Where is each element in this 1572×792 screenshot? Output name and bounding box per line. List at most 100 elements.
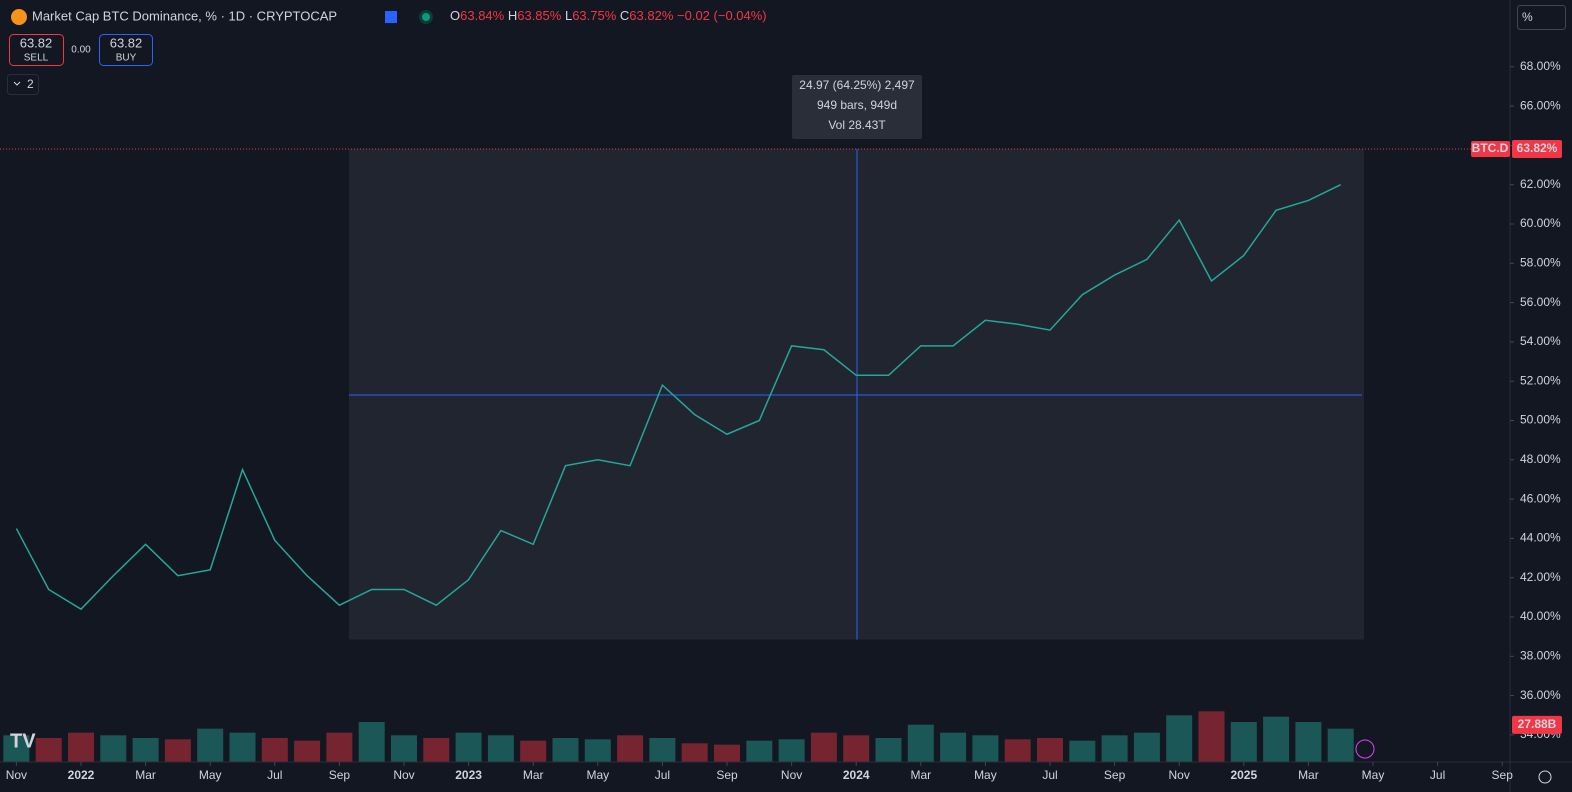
last-price-badge xyxy=(1512,139,1562,158)
volume-bar xyxy=(520,740,547,762)
volume-bar xyxy=(3,735,30,762)
chevron-icon xyxy=(13,81,21,86)
y-tick-label: 58.00% xyxy=(1520,255,1561,269)
measure-text: 24.97 (64.25%) 2,497 xyxy=(799,78,915,92)
sell-button[interactable] xyxy=(9,34,64,66)
symbol-icon xyxy=(11,9,27,25)
x-tick-label: Sep xyxy=(716,768,738,782)
status-dot xyxy=(422,13,430,21)
settings-icon[interactable] xyxy=(1538,770,1552,784)
y-tick-label: 48.00% xyxy=(1520,452,1561,466)
plot xyxy=(0,148,1510,762)
ohlc-label: H xyxy=(508,8,517,23)
last-price-label: 63.82% xyxy=(1517,141,1558,155)
y-tick-label: 68.00% xyxy=(1520,59,1561,73)
volume-bar xyxy=(875,738,902,762)
buy-button[interactable] xyxy=(99,34,153,66)
volume-bar xyxy=(1263,716,1290,762)
volume-bar xyxy=(1166,715,1193,762)
x-tick-label: Jul xyxy=(1430,768,1445,782)
volume-bar xyxy=(423,738,450,762)
volume-bar xyxy=(1069,740,1096,762)
volume-bar xyxy=(1230,722,1257,762)
x-tick-label: 2022 xyxy=(68,768,95,782)
volume-bar xyxy=(1198,711,1225,762)
x-tick-label: 2025 xyxy=(1230,768,1257,782)
volume-bar xyxy=(68,732,94,762)
flag-icon[interactable] xyxy=(385,11,397,23)
volume-bar xyxy=(132,738,159,762)
sell-label: SELL xyxy=(24,53,49,64)
x-tick-label: Sep xyxy=(329,768,351,782)
x-tick-label: May xyxy=(199,768,222,782)
ohlc-label: L xyxy=(565,8,572,23)
volume-bar xyxy=(1037,738,1063,762)
volume-bar xyxy=(1101,735,1128,762)
volume-bar xyxy=(843,735,870,762)
volume-bar xyxy=(907,724,934,762)
x-tick-label: Jul xyxy=(1042,768,1057,782)
volume-bar xyxy=(1327,728,1354,762)
volume-bar xyxy=(1133,732,1160,762)
volume-bar xyxy=(746,740,773,762)
y-tick-label: 66.00% xyxy=(1520,98,1561,112)
x-tick-label: Mar xyxy=(1298,768,1319,782)
indicators-toggle[interactable] xyxy=(7,74,39,95)
ohlc-value: 63.75% xyxy=(572,8,617,23)
volume-bar xyxy=(229,732,256,762)
y-tick-label: 62.00% xyxy=(1520,177,1561,191)
volume-bar xyxy=(261,738,288,762)
volume-bar xyxy=(164,739,191,762)
x-tick-label: Jul xyxy=(267,768,282,782)
y-tick-label: 52.00% xyxy=(1520,373,1561,387)
x-tick-label: Mar xyxy=(135,768,156,782)
volume-bar xyxy=(100,735,127,762)
y-tick-label: 46.00% xyxy=(1520,491,1561,505)
scale-mode-button[interactable] xyxy=(1517,5,1566,30)
volume-bar xyxy=(1295,722,1322,762)
volume-bar xyxy=(455,732,482,762)
volume-label: 27.88B xyxy=(1518,717,1557,731)
volume-bar xyxy=(649,738,676,762)
volume-bar xyxy=(552,738,579,762)
x-tick-label: Mar xyxy=(523,768,544,782)
volume-bar xyxy=(294,740,321,762)
ohlc: O63.84% H63.85% L63.75% C63.82% −0.02 (−… xyxy=(450,8,767,23)
volume-bar xyxy=(617,735,644,762)
x-tick-label: Sep xyxy=(1104,768,1126,782)
volume-bar xyxy=(940,732,967,762)
y-tick-label: 50.00% xyxy=(1520,413,1561,427)
y-tick-label: 42.00% xyxy=(1520,570,1561,584)
logo: TV xyxy=(10,730,36,752)
volume-bar xyxy=(714,744,740,762)
y-tick-label: 40.00% xyxy=(1520,609,1561,623)
y-tick-label: 38.00% xyxy=(1520,648,1561,662)
lightning-button[interactable] xyxy=(1355,739,1375,759)
volume-bar xyxy=(35,738,62,762)
measure-text: 949 bars, 949d xyxy=(817,98,897,112)
volume-bar xyxy=(326,732,353,762)
volume-bar xyxy=(487,735,514,762)
indicators-count: 2 xyxy=(27,77,34,91)
series-badge xyxy=(1471,140,1510,157)
volume-bar xyxy=(681,743,708,762)
change: −0.02 (−0.04%) xyxy=(677,8,767,23)
y-tick-label: 44.00% xyxy=(1520,531,1561,545)
series-name: BTC.D xyxy=(1472,141,1509,155)
y-tick-label: 56.00% xyxy=(1520,295,1561,309)
volume-bar xyxy=(1004,739,1031,762)
scale-mode: % xyxy=(1522,10,1533,24)
y-tick-label: 36.00% xyxy=(1520,688,1561,702)
x-tick-label: 2024 xyxy=(843,768,870,782)
volume-bar xyxy=(972,735,999,762)
measure-text: Vol 28.43T xyxy=(828,118,886,132)
spread: 0.00 xyxy=(71,45,91,56)
x-tick-label: Nov xyxy=(1169,768,1190,782)
x-tick-label: Mar xyxy=(910,768,931,782)
x-tick-label: Sep xyxy=(1492,768,1514,782)
volume-bar xyxy=(810,732,837,762)
x-tick-label: Jul xyxy=(655,768,670,782)
volume-badge xyxy=(1512,715,1562,734)
buy-price: 63.82 xyxy=(110,35,143,50)
buy-label: BUY xyxy=(116,53,137,64)
